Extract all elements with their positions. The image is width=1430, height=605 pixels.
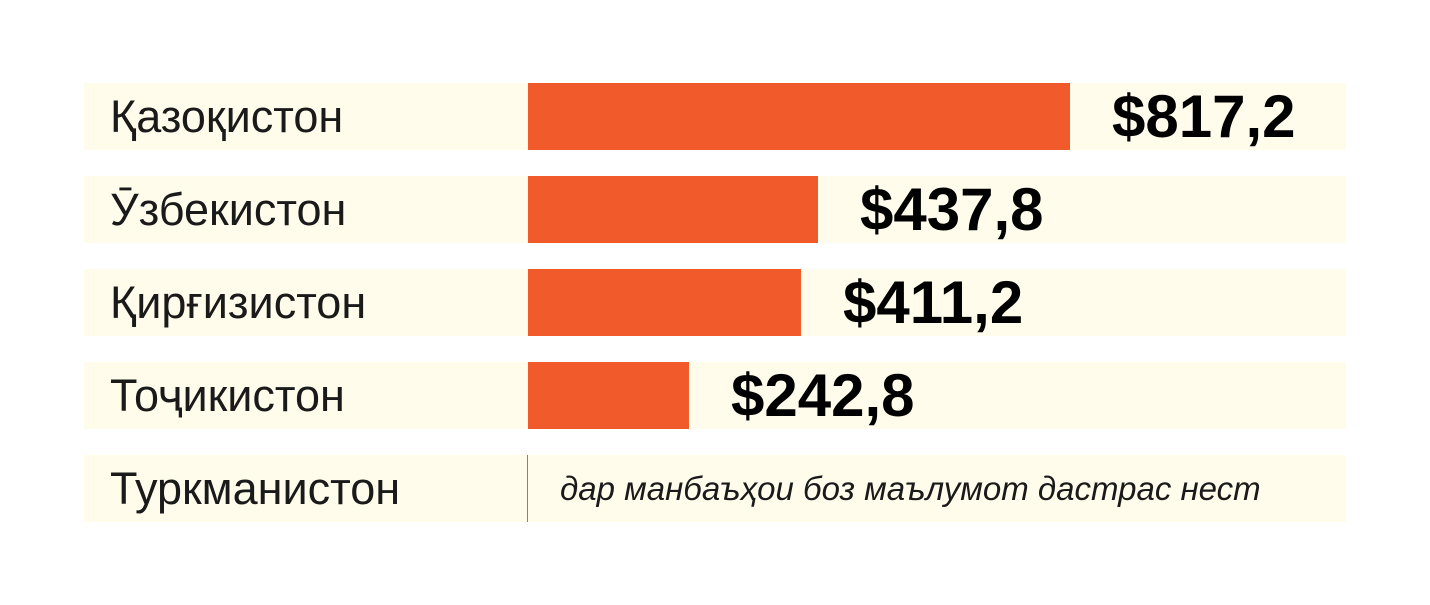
zero-bar-line — [527, 455, 528, 522]
category-label: Туркманистон — [110, 463, 401, 514]
bar — [528, 176, 818, 243]
row-background — [84, 362, 1346, 429]
value-label: $817,2 — [1112, 83, 1296, 150]
bar — [528, 83, 1070, 150]
no-data-note: дар манбаъҳои боз маълумот дастрас нест — [560, 470, 1261, 507]
value-label: $242,8 — [731, 362, 915, 429]
row-background — [84, 455, 1346, 522]
value-label: $437,8 — [860, 176, 1044, 243]
value-label: $411,2 — [843, 269, 1024, 336]
bar — [528, 362, 689, 429]
category-label: Ӯзбекистон — [110, 184, 347, 235]
bar — [528, 269, 801, 336]
category-label: Қазоқистон — [110, 91, 344, 142]
category-label: Тоҷикистон — [110, 370, 345, 421]
category-label: Қирғизистон — [110, 277, 367, 328]
